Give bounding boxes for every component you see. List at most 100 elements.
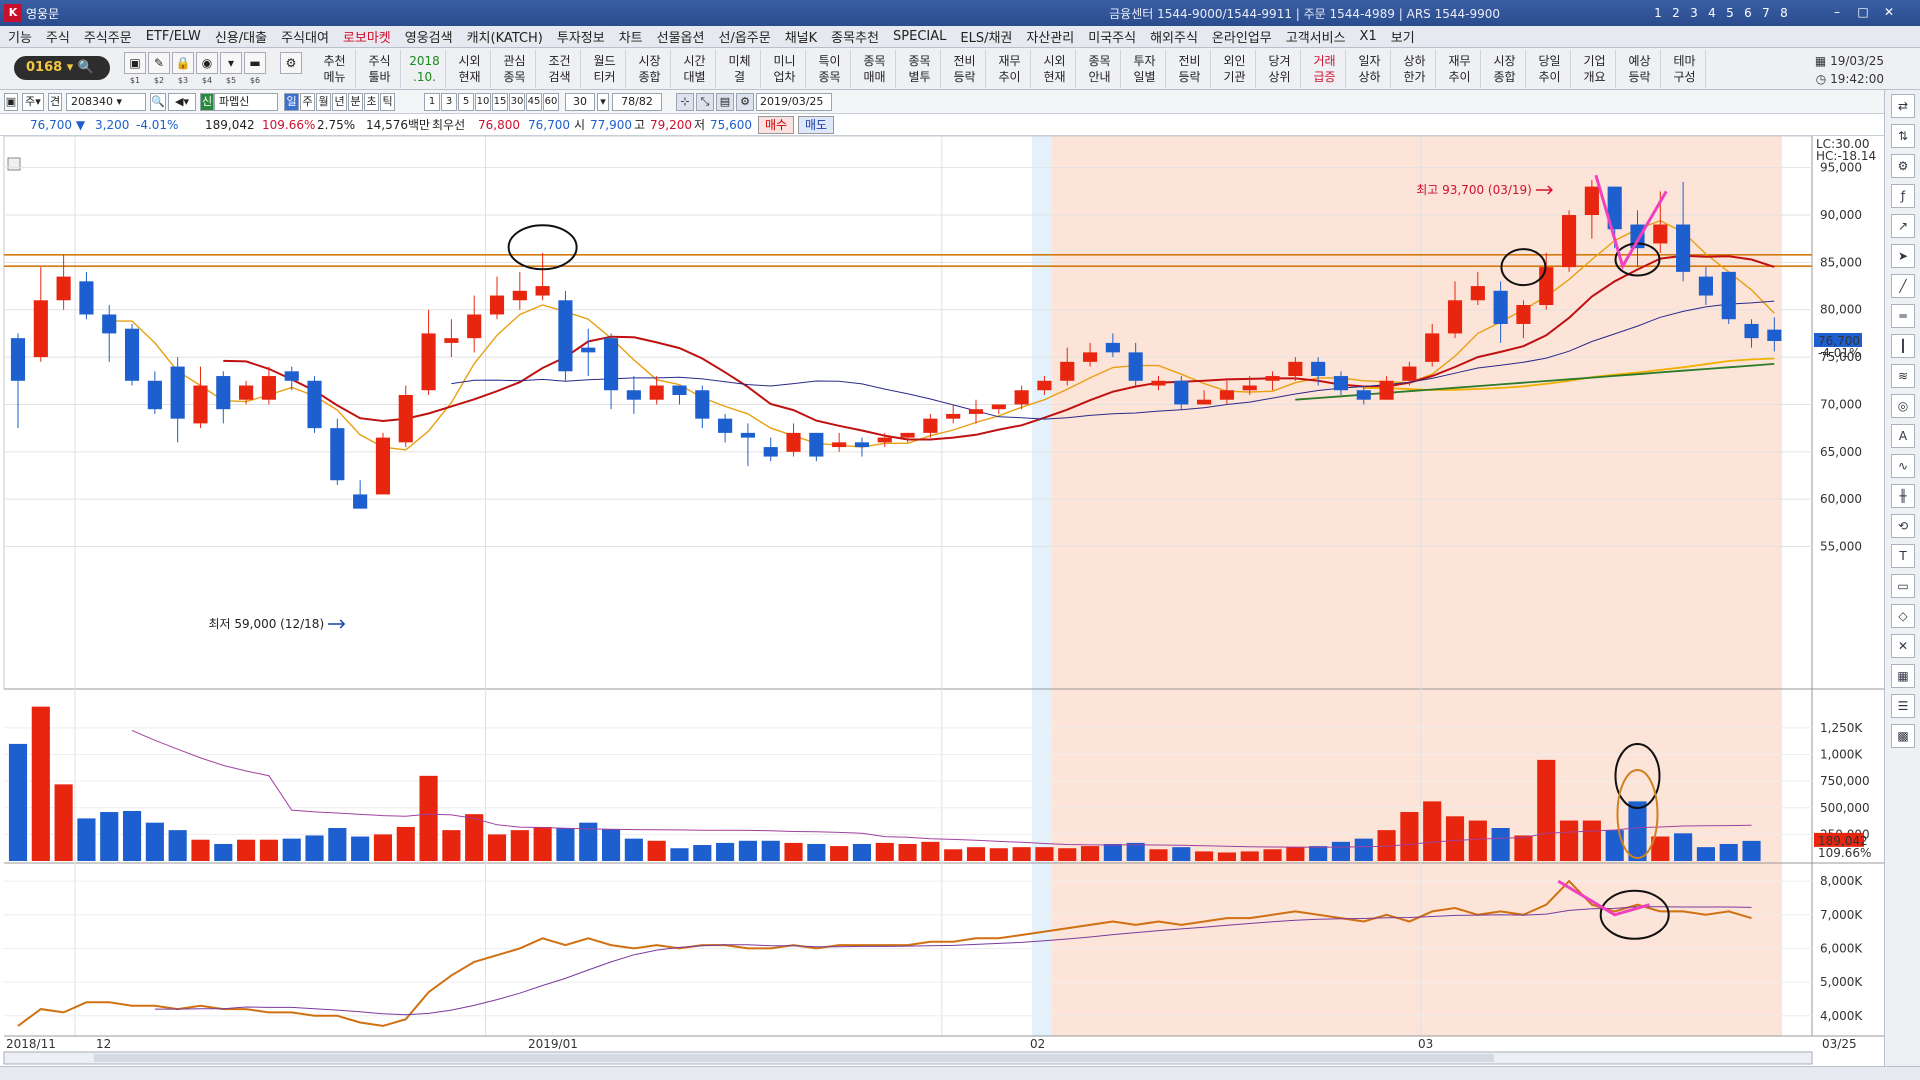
page-4-button[interactable]: 4: [1708, 6, 1716, 20]
quick-button-8[interactable]: 시간 대별: [674, 50, 716, 88]
swap-icon[interactable]: ⇅: [1891, 124, 1915, 148]
menu-item-0[interactable]: 기능: [8, 31, 32, 46]
table-icon[interactable]: ▦: [1891, 664, 1915, 688]
candle-body[interactable]: [353, 494, 368, 509]
crosshair-icon[interactable]: ⊹: [676, 93, 694, 111]
watch-toggle[interactable]: 견: [48, 93, 62, 111]
grid-icon[interactable]: ▩: [1891, 724, 1915, 748]
stock-name-field[interactable]: 파멥신: [214, 93, 278, 111]
lock-icon[interactable]: 🔒: [172, 52, 194, 74]
candle-body[interactable]: [1607, 186, 1622, 230]
volume-bar[interactable]: [761, 840, 780, 861]
pen-icon[interactable]: ✎: [148, 52, 170, 74]
candle-body[interactable]: [718, 418, 733, 433]
candle-body[interactable]: [763, 447, 778, 457]
menu-item-3[interactable]: ETF/ELW: [145, 29, 201, 44]
page-1-button[interactable]: 1: [1654, 6, 1662, 20]
volume-bar[interactable]: [1468, 820, 1487, 861]
quick-button-22[interactable]: 거래 급증: [1304, 50, 1346, 88]
candle-body[interactable]: [421, 333, 436, 391]
function-icon[interactable]: ƒ: [1891, 184, 1915, 208]
volume-bar[interactable]: [1651, 836, 1670, 861]
candle-body[interactable]: [809, 432, 824, 457]
page-6-button[interactable]: 6: [1744, 6, 1752, 20]
volume-bar[interactable]: [145, 822, 164, 861]
volume-bar[interactable]: [1582, 820, 1601, 861]
volume-bar[interactable]: [168, 830, 187, 861]
candle-body[interactable]: [603, 338, 619, 391]
volume-bar[interactable]: [784, 842, 803, 861]
candle-body[interactable]: [535, 286, 550, 296]
interval-0[interactable]: 일: [284, 93, 299, 111]
count-input[interactable]: 30: [565, 93, 595, 111]
ohlc-icon[interactable]: ╫: [1891, 484, 1915, 508]
quick-button-10[interactable]: 미니 업차: [764, 50, 806, 88]
quick-button-18[interactable]: 투자 일별: [1124, 50, 1166, 88]
volume-bar[interactable]: [1263, 849, 1282, 861]
candle-body[interactable]: [786, 432, 801, 452]
quick-button-26[interactable]: 시장 종합: [1484, 50, 1526, 88]
candle-body[interactable]: [1516, 305, 1531, 324]
volume-bar[interactable]: [647, 840, 666, 861]
volume-bar[interactable]: [716, 842, 735, 861]
candle-body[interactable]: [1128, 352, 1143, 381]
clear-icon[interactable]: ✕: [1891, 634, 1915, 658]
volume-bar[interactable]: [1240, 851, 1259, 861]
volume-bar[interactable]: [1742, 840, 1761, 861]
shape-icon[interactable]: ▭: [1891, 574, 1915, 598]
quick-button-1[interactable]: 주식 툴바: [359, 50, 401, 88]
volume-bar[interactable]: [579, 822, 598, 861]
volume-bar[interactable]: [852, 843, 872, 861]
candle-body[interactable]: [1539, 267, 1554, 306]
vline-icon[interactable]: ┃: [1891, 334, 1915, 358]
candle-body[interactable]: [170, 366, 185, 419]
volume-bar[interactable]: [305, 835, 324, 861]
candle-body[interactable]: [1242, 385, 1257, 391]
quick-button-3[interactable]: 시외 현재: [449, 50, 491, 88]
menu-item-5[interactable]: 주식대여: [281, 31, 329, 46]
menu-item-11[interactable]: 선물옵션: [656, 31, 705, 46]
candle-body[interactable]: [1744, 323, 1759, 339]
quick-button-19[interactable]: 전비 등락: [1169, 50, 1211, 88]
interval-2[interactable]: 월: [316, 93, 331, 111]
panel-menu-icon[interactable]: [7, 157, 21, 171]
interval-1[interactable]: 주: [300, 93, 315, 111]
volume-bar[interactable]: [77, 818, 96, 861]
volume-bar[interactable]: [944, 849, 963, 861]
candle-body[interactable]: [1584, 186, 1599, 216]
volume-bar[interactable]: [738, 840, 757, 861]
candle-body[interactable]: [558, 300, 573, 372]
quick-button-12[interactable]: 종목 매매: [854, 50, 896, 88]
scrollbar-thumb[interactable]: [94, 1054, 1494, 1062]
period-select[interactable]: 주▾: [22, 93, 44, 111]
volume-bar[interactable]: [510, 830, 529, 861]
candle-body[interactable]: [1402, 366, 1417, 381]
end-date-input[interactable]: 2019/03/25 ▦: [756, 93, 832, 124]
quick-button-13[interactable]: 종목 별투: [899, 50, 941, 88]
settings-icon[interactable]: ⚙: [736, 93, 754, 111]
candle-body[interactable]: [330, 428, 345, 481]
volume-bar[interactable]: [624, 838, 643, 861]
menu-item-4[interactable]: 신용/대출: [214, 31, 268, 46]
wave-icon[interactable]: ∿: [1891, 454, 1915, 478]
candle-body[interactable]: [512, 290, 527, 301]
quick-button-9[interactable]: 미체 결: [719, 50, 761, 88]
chart-area[interactable]: 95,000 90,000 85,000 80,000 75,000 70,000 65,0…: [0, 136, 1884, 1066]
refresh-icon[interactable]: ⇄: [1891, 94, 1915, 118]
volume-bar[interactable]: [1217, 852, 1236, 861]
volume-bar[interactable]: [1172, 847, 1191, 861]
quick-button-4[interactable]: 관심 종목: [494, 50, 536, 88]
candle-body[interactable]: [1447, 300, 1463, 334]
quick-button-17[interactable]: 종목 안내: [1079, 50, 1121, 88]
minute-step-1[interactable]: 3: [441, 93, 457, 111]
candle-body[interactable]: [79, 281, 94, 315]
volume-bar[interactable]: [487, 834, 507, 861]
dropdown-icon[interactable]: ▾: [220, 52, 242, 74]
volume-bar[interactable]: [1605, 830, 1624, 861]
candle-body[interactable]: [695, 390, 710, 419]
page-5-button[interactable]: 5: [1726, 6, 1734, 20]
minimize-icon[interactable]: –: [1834, 5, 1840, 19]
menu-item-2[interactable]: 주식주문: [83, 31, 132, 46]
volume-bar[interactable]: [556, 828, 575, 861]
candle-body[interactable]: [467, 314, 482, 339]
